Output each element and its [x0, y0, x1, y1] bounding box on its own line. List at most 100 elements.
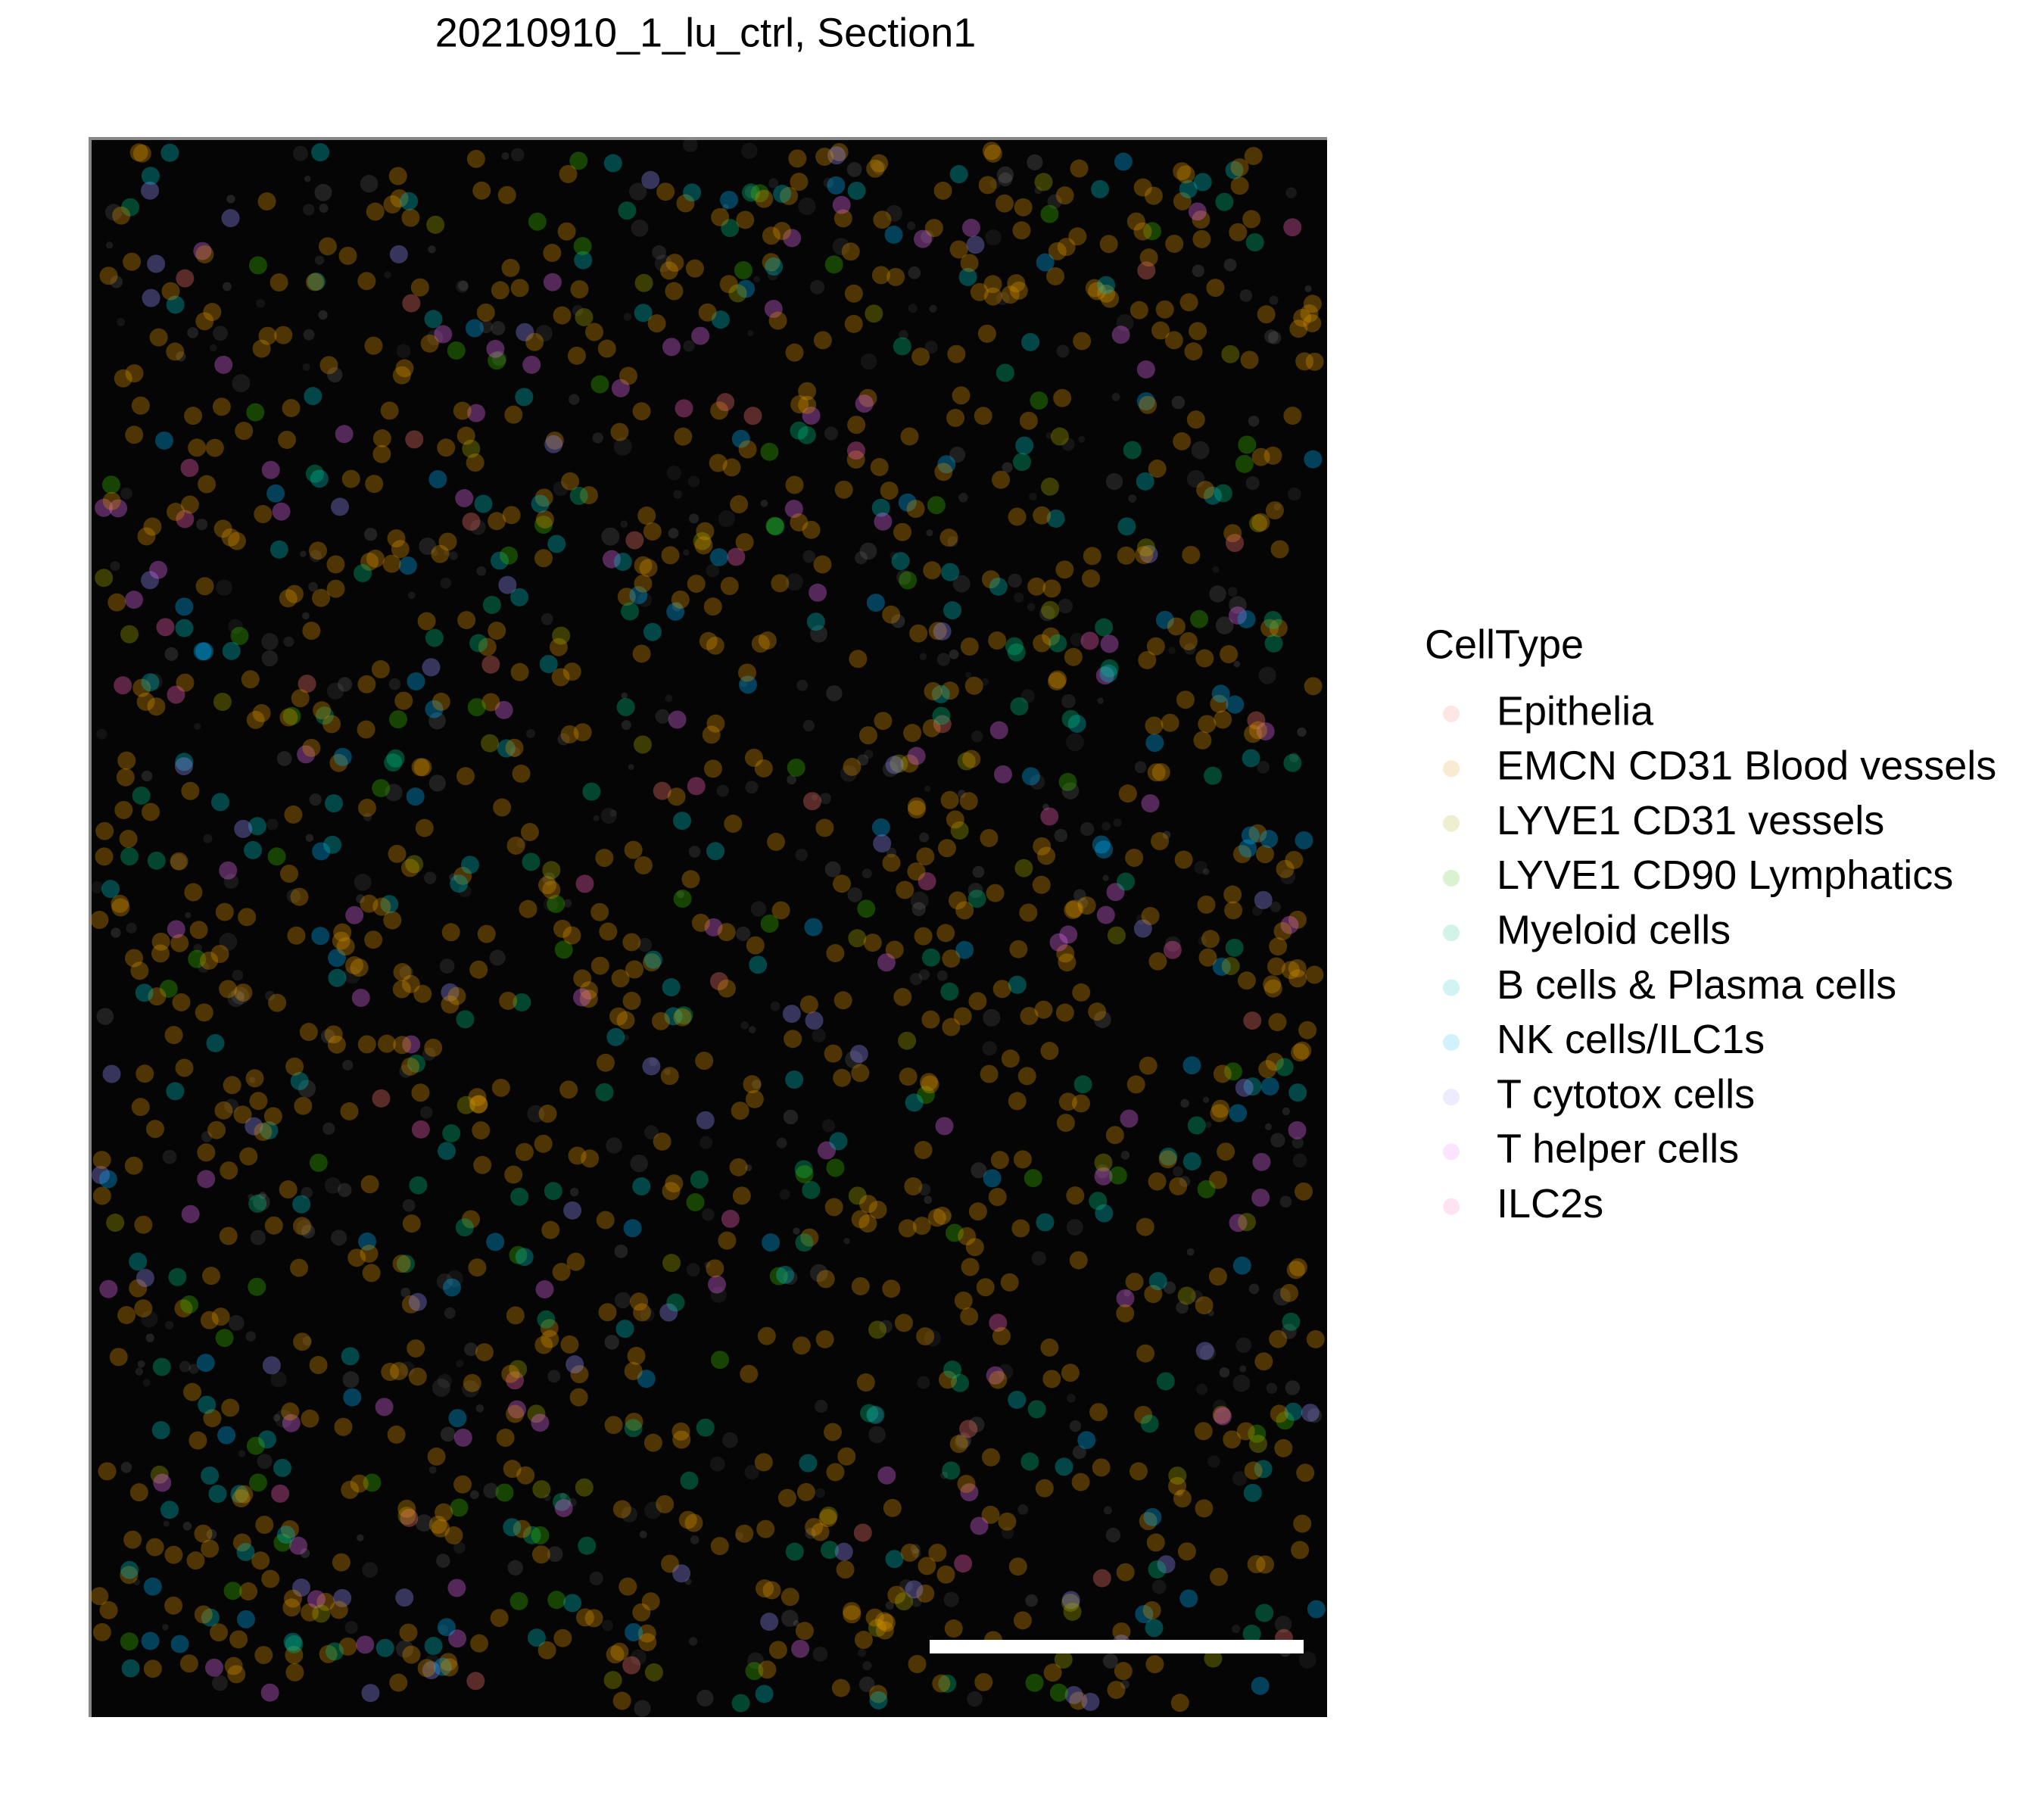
tissue-speck — [541, 612, 553, 625]
cell-dot — [534, 516, 553, 535]
cell-dot — [234, 819, 253, 838]
cell-dot — [785, 1542, 804, 1561]
cell-dot — [254, 504, 273, 523]
cell-dot — [916, 1086, 935, 1105]
cell-dot — [1189, 322, 1207, 341]
cell-dot — [1177, 1542, 1196, 1561]
tissue-speck — [491, 321, 506, 335]
cell-dot — [402, 1214, 421, 1233]
cell-dot — [559, 1080, 578, 1099]
cell-dot — [988, 631, 1007, 650]
tissue-speck — [911, 1596, 922, 1607]
cell-dot — [641, 170, 660, 189]
cell-dot — [970, 1516, 989, 1535]
cell-dot — [602, 550, 621, 569]
cell-dot — [615, 1320, 634, 1339]
cell-dot — [433, 1657, 452, 1676]
tissue-speck — [1069, 1420, 1082, 1432]
cell-dot — [802, 792, 821, 811]
cell-dot — [135, 983, 154, 1002]
cell-dot — [625, 1622, 643, 1641]
cell-dot — [380, 895, 399, 914]
cell-dot — [1067, 714, 1086, 733]
cell-dot — [482, 595, 501, 614]
cell-dot — [1049, 933, 1068, 952]
cell-dot — [1251, 513, 1270, 531]
cell-dot — [235, 422, 254, 441]
cell-dot — [311, 143, 330, 162]
cell-dot — [993, 765, 1012, 784]
cell-dot — [280, 1520, 299, 1539]
tissue-speck — [983, 1008, 1001, 1027]
cell-dot — [1288, 1258, 1307, 1276]
cell-dot — [1161, 713, 1179, 732]
cell-dot — [262, 1356, 281, 1375]
tissue-speck — [399, 1361, 415, 1377]
tissue-speck — [400, 1287, 411, 1298]
cell-dot — [567, 346, 586, 365]
tissue-speck — [805, 1528, 817, 1539]
cell-dot — [661, 546, 680, 565]
cell-dot — [1269, 619, 1288, 637]
cell-dot — [432, 1519, 450, 1538]
cell-dot — [1213, 1407, 1232, 1426]
cell-dot — [410, 278, 429, 297]
cell-dot — [871, 498, 890, 517]
cell-dot — [160, 143, 179, 162]
cell-dot — [197, 1170, 216, 1189]
tissue-speck — [228, 1314, 245, 1331]
cell-dot — [1179, 179, 1198, 198]
cell-dot — [1123, 441, 1142, 460]
tissue-speck — [1292, 1136, 1304, 1149]
cell-dot — [1139, 395, 1158, 414]
tissue-speck — [600, 807, 617, 824]
cell-dot — [151, 944, 170, 963]
cell-dot — [472, 1121, 491, 1140]
cell-dot — [1225, 161, 1244, 179]
cell-dot — [563, 1594, 582, 1613]
cell-dot — [195, 245, 214, 263]
cell-dot — [1013, 1611, 1032, 1630]
cell-dot — [785, 1071, 804, 1089]
cell-dot — [1008, 975, 1027, 994]
cell-dot — [538, 1105, 557, 1124]
tissue-speck — [924, 340, 938, 354]
cell-dot — [504, 1165, 523, 1184]
cell-dot — [766, 517, 785, 536]
tissue-speck — [614, 1244, 628, 1258]
tissue-speck — [924, 785, 931, 792]
cell-dot — [114, 800, 133, 819]
cell-dot — [1151, 832, 1170, 851]
cell-dot — [1017, 1067, 1036, 1086]
cell-dot — [671, 590, 690, 609]
cell-dot — [542, 880, 561, 899]
cell-dot — [417, 612, 436, 631]
cell-dot — [1042, 579, 1061, 598]
cell-dot — [632, 402, 651, 421]
cell-dot — [531, 1526, 550, 1544]
cell-dot — [509, 1591, 528, 1610]
tissue-speck — [748, 1026, 756, 1033]
cell-dot — [428, 1515, 447, 1534]
tissue-speck — [275, 1410, 293, 1428]
cell-dot — [1242, 1624, 1261, 1643]
tissue-speck — [419, 538, 437, 556]
cell-dot — [400, 1508, 419, 1527]
cell-dot — [193, 642, 212, 661]
cell-dot — [874, 512, 893, 531]
tissue-speck — [821, 1119, 835, 1133]
cell-dot — [1042, 1370, 1061, 1388]
cell-dot — [1210, 1567, 1229, 1586]
cell-dot — [1096, 905, 1115, 924]
tissue-speck — [1047, 194, 1062, 209]
cell-dot — [401, 1057, 420, 1076]
tissue-speck — [967, 1691, 983, 1707]
cell-dot — [665, 1174, 684, 1193]
cell-dot — [1043, 1663, 1062, 1682]
cell-dot — [276, 1526, 295, 1544]
cell-dot — [673, 1008, 692, 1027]
cell-dot — [534, 488, 553, 507]
cell-dot — [1288, 1083, 1307, 1102]
cell-dot — [575, 1478, 594, 1497]
tissue-speck — [301, 1224, 316, 1239]
